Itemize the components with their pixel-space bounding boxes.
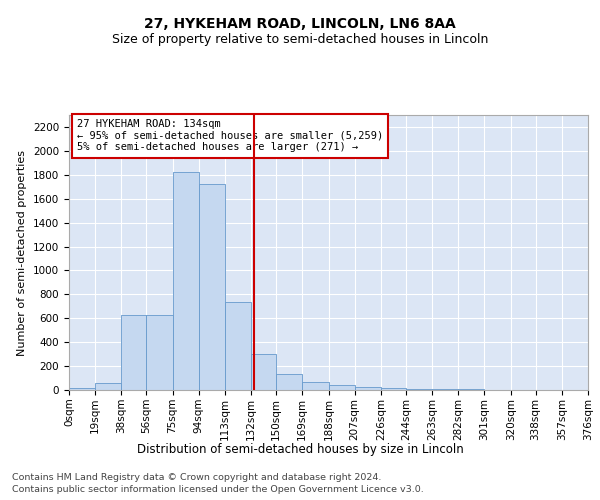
Text: Contains HM Land Registry data © Crown copyright and database right 2024.: Contains HM Land Registry data © Crown c… (12, 472, 382, 482)
Bar (173, 172, 199, 390)
Bar (95, 384, 121, 390)
Bar (302, 382, 329, 390)
Text: 27 HYKEHAM ROAD: 134sqm
← 95% of semi-detached houses are smaller (5,259)
5% of : 27 HYKEHAM ROAD: 134sqm ← 95% of semi-de… (77, 119, 383, 152)
Bar (225, 302, 251, 390)
Text: 27, HYKEHAM ROAD, LINCOLN, LN6 8AA: 27, HYKEHAM ROAD, LINCOLN, LN6 8AA (144, 18, 456, 32)
Text: Size of property relative to semi-detached houses in Lincoln: Size of property relative to semi-detach… (112, 32, 488, 46)
Bar (381, 388, 406, 390)
Y-axis label: Number of semi-detached properties: Number of semi-detached properties (17, 150, 28, 356)
Bar (146, 316, 173, 390)
Bar (121, 316, 146, 390)
Bar (276, 374, 302, 390)
Bar (355, 387, 381, 390)
Text: Distribution of semi-detached houses by size in Lincoln: Distribution of semi-detached houses by … (137, 442, 463, 456)
Bar (199, 184, 225, 390)
Bar (406, 389, 432, 390)
Bar (69, 388, 95, 390)
Bar (329, 384, 355, 390)
Bar (251, 354, 276, 390)
Text: Contains public sector information licensed under the Open Government Licence v3: Contains public sector information licen… (12, 485, 424, 494)
